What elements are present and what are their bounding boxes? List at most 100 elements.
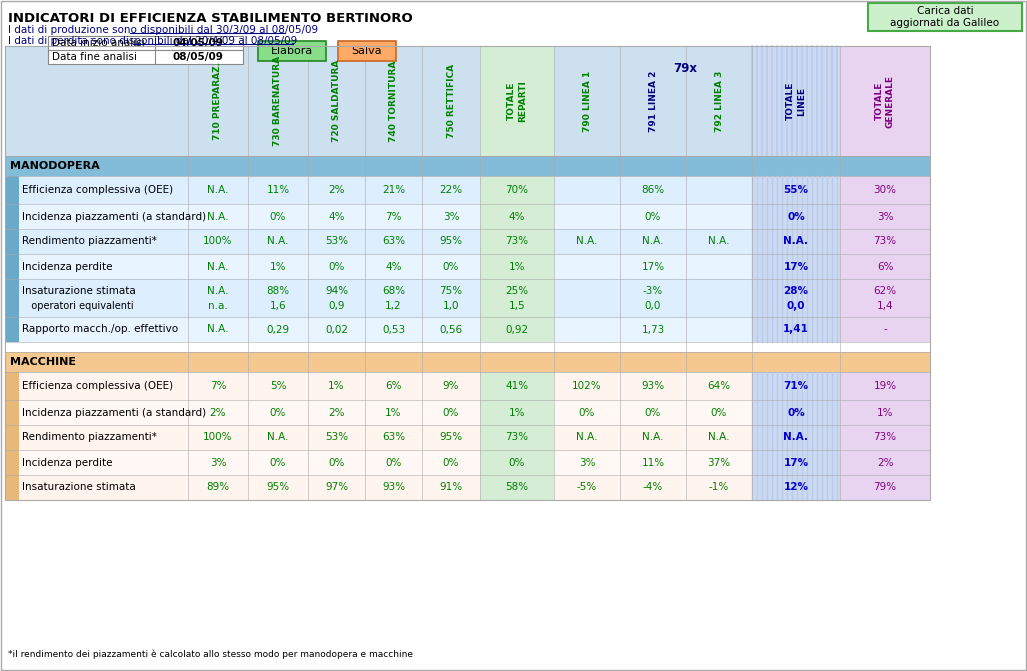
Bar [5,229,20,254]
Text: 102%: 102% [572,381,602,391]
Text: 17%: 17% [784,262,808,272]
Bar [840,229,930,254]
Text: 1,73: 1,73 [642,325,664,335]
Text: N.A.: N.A. [642,433,663,442]
Text: 79x: 79x [673,62,697,76]
Text: 86%: 86% [642,185,664,195]
Text: 75%: 75% [440,286,462,296]
Text: 0,0: 0,0 [787,301,805,311]
Bar [5,372,930,400]
Text: 3%: 3% [877,211,893,221]
Text: N.A.: N.A. [576,433,598,442]
Text: 0%: 0% [329,458,345,468]
Text: 0%: 0% [329,262,345,272]
Text: N.A.: N.A. [207,286,229,296]
Bar [840,425,930,450]
Text: 0,53: 0,53 [382,325,405,335]
Text: 12%: 12% [784,482,808,493]
Text: Insaturazione stimata: Insaturazione stimata [22,482,136,493]
Text: Efficienza complessiva (OEE): Efficienza complessiva (OEE) [22,185,174,195]
Text: 0%: 0% [508,458,525,468]
Text: 0%: 0% [645,211,661,221]
Bar [5,254,930,279]
Text: 100%: 100% [203,236,233,246]
Text: 1,2: 1,2 [385,301,402,311]
Text: Incidenza perdite: Incidenza perdite [22,262,113,272]
Bar [752,425,840,450]
Text: 73%: 73% [873,433,897,442]
Text: 1%: 1% [385,407,402,417]
Text: 0%: 0% [787,211,805,221]
Text: 3%: 3% [579,458,596,468]
Text: 720 SALDATURA: 720 SALDATURA [332,60,341,142]
Text: 95%: 95% [266,482,290,493]
Text: Rapporto macch./op. effettivo: Rapporto macch./op. effettivo [22,325,178,335]
Text: -1%: -1% [709,482,729,493]
Text: 0%: 0% [579,407,596,417]
Text: I dati di perdita sono disponibili dal 20/4/09 al 08/05/09: I dati di perdita sono disponibili dal 2… [8,36,297,46]
Text: 94%: 94% [325,286,348,296]
Text: 91%: 91% [440,482,462,493]
Bar [480,229,554,254]
Bar [752,279,840,317]
Text: Rendimento piazzamenti*: Rendimento piazzamenti* [22,236,157,246]
Bar [338,41,396,61]
Text: 1,6: 1,6 [270,301,287,311]
Text: 1,5: 1,5 [508,301,526,311]
Text: 22%: 22% [440,185,462,195]
Text: 25%: 25% [505,286,529,296]
Text: 21%: 21% [382,185,405,195]
Text: 0%: 0% [787,407,805,417]
Text: 37%: 37% [708,458,730,468]
Text: N.A.: N.A. [784,433,808,442]
Text: 0,56: 0,56 [440,325,462,335]
Text: 93%: 93% [642,381,664,391]
Text: 17%: 17% [642,262,664,272]
Bar [840,176,930,204]
Text: N.A.: N.A. [642,236,663,246]
Text: Efficienza complessiva (OEE): Efficienza complessiva (OEE) [22,381,174,391]
Bar [480,254,554,279]
Bar [840,317,930,342]
Bar [840,475,930,500]
Text: 58%: 58% [505,482,529,493]
Text: Elabora: Elabora [271,46,313,56]
Text: Salva: Salva [351,46,382,56]
Text: 2%: 2% [877,458,893,468]
Text: 100%: 100% [203,433,233,442]
Text: 2%: 2% [210,407,226,417]
Bar [480,176,554,204]
Bar [480,450,554,475]
Bar [840,204,930,229]
Bar [480,475,554,500]
Bar [5,475,930,500]
Bar [5,372,20,400]
Bar [480,46,554,156]
Text: 791 LINEA 2: 791 LINEA 2 [648,70,657,132]
Text: 2%: 2% [329,185,345,195]
Text: 5%: 5% [270,381,287,391]
Text: Incidenza perdite: Incidenza perdite [22,458,113,468]
Bar [480,204,554,229]
Text: Incidenza piazzamenti (a standard): Incidenza piazzamenti (a standard) [22,211,206,221]
Text: 71%: 71% [784,381,808,391]
Text: N.A.: N.A. [267,236,289,246]
Bar [752,317,840,342]
Text: 63%: 63% [382,236,405,246]
Bar [5,176,930,204]
Text: 0%: 0% [645,407,661,417]
Text: 0,0: 0,0 [645,301,661,311]
Bar [5,279,20,317]
Text: 11%: 11% [642,458,664,468]
Text: 70%: 70% [505,185,529,195]
Text: 08/05/09: 08/05/09 [173,52,224,62]
Text: 1%: 1% [877,407,893,417]
Text: -3%: -3% [643,286,663,296]
Bar [5,254,20,279]
Text: 0%: 0% [270,211,287,221]
Text: 3%: 3% [210,458,226,468]
Bar [840,372,930,400]
Text: Rendimento piazzamenti*: Rendimento piazzamenti* [22,433,157,442]
Text: 19%: 19% [873,381,897,391]
Bar [5,425,20,450]
